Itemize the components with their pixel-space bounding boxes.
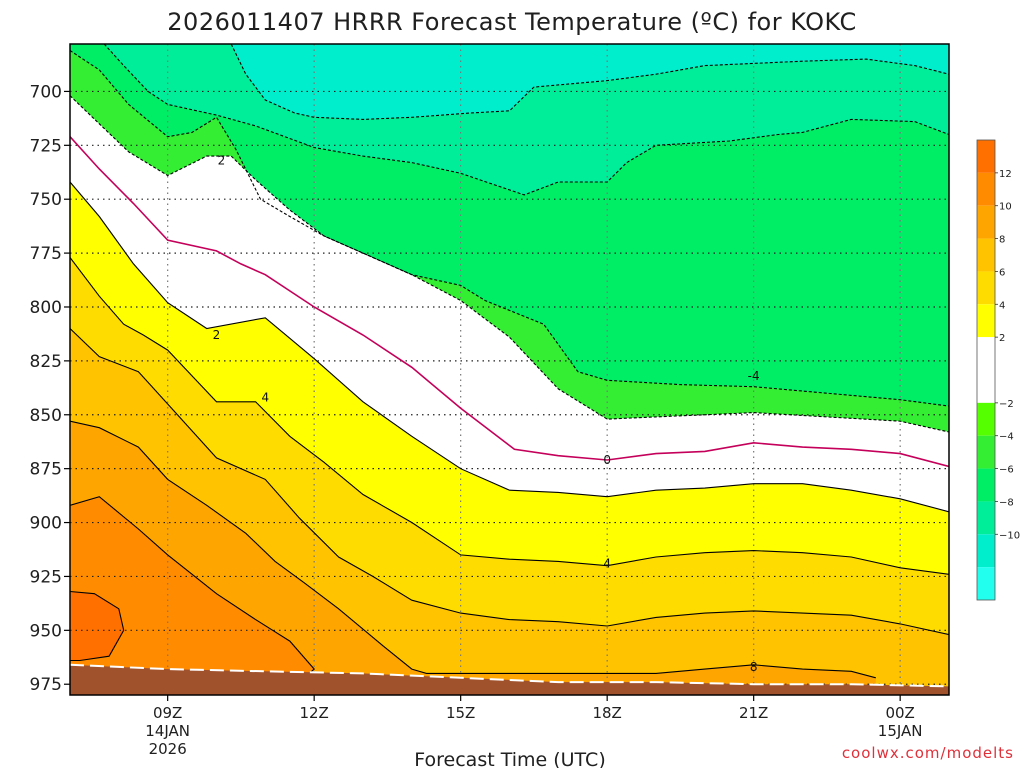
colorbar-tick-label: 2 [999,333,1005,344]
y-tick-label: 775 [30,244,62,264]
contour-label: 2 [213,328,221,342]
x-tick-label: 15JAN [878,722,923,740]
contour-label: 8 [750,660,758,674]
isotherm-line [70,590,125,662]
x-tick-label: 14JAN [145,722,190,740]
ground-surface-edge [70,663,949,688]
ground-layer [70,663,949,695]
isotherm-line [70,181,949,513]
y-tick-label: 975 [30,675,62,695]
colorbar: 12 10 8 6 4 2 −2 −4 −6 −8 −10 [976,139,1020,601]
colorbar-swatch [977,567,995,600]
x-tick-label: 2026 [149,740,187,758]
colorbar-swatch [977,238,995,272]
contour-label: 2 [218,153,226,167]
y-tick-label: 725 [30,136,62,156]
isotherm-line [70,328,949,636]
isotherm-line [70,496,315,677]
contour-label-layer: 2 2 4 -4 0 4 8 [213,153,760,674]
y-tick-label: 800 [30,298,62,318]
y-tick-label: 750 [30,190,62,210]
temperature-fill-layer [70,44,949,695]
plot-area: 2 2 4 -4 0 4 8 [69,43,950,696]
colorbar-swatch [977,468,995,502]
plot-frame [69,43,950,696]
colorbar-swatch [977,172,995,206]
isotherm-line [70,420,876,679]
temperature-band-fill [70,591,124,695]
y-axis: 700 725 750 775 800 825 850 875 900 925 950 975 [30,82,70,695]
contour-label: -4 [748,369,760,383]
colorbar-tick-label: −4 [999,432,1014,443]
colorbar-swatch [977,140,995,173]
isotherm-line [103,44,949,196]
colorbar-swatch [977,501,995,535]
y-tick-label: 925 [30,567,62,587]
colorbar-tick-label: 12 [999,169,1012,180]
x-axis-label: Forecast Time (UTC) [414,749,605,768]
colorbar-swatch [977,304,995,338]
colorbar-swatch [977,271,995,305]
x-tick-label: 09Z [153,704,182,722]
chart-title: 2026011407 HRRR Forecast Temperature (ºC… [167,8,856,36]
colorbar-swatch [977,435,995,469]
ground-surface [70,664,949,695]
y-tick-label: 950 [30,621,62,641]
colorbar-tick-label: −2 [999,399,1014,410]
colorbar-swatch [977,205,995,239]
x-tick-label: 15Z [446,704,475,722]
isotherm-layer [70,44,949,679]
temperature-band-fill [70,421,876,695]
isotherm-line [70,95,949,433]
colorbar-tick-label: 6 [999,267,1005,278]
y-tick-label: 875 [30,460,62,480]
colorbar-frame [976,139,996,601]
y-tick-label: 900 [30,514,62,534]
credit-link[interactable]: coolwx.com/modelts [842,744,1014,762]
contour-label: 0 [603,453,611,467]
temperature-band-fill [70,496,315,695]
isotherm-line [70,136,949,468]
isotherm-line [70,257,949,575]
x-tick-label: 12Z [299,704,328,722]
y-tick-label: 850 [30,406,62,426]
contour-label: 4 [603,557,611,571]
colorbar-tick-label: −8 [999,497,1014,508]
colorbar-tick-label: 10 [999,202,1012,213]
x-tick-label: 18Z [592,704,621,722]
y-tick-label: 825 [30,352,62,372]
x-tick-label: 21Z [739,704,768,722]
isotherm-line [230,44,949,120]
contour-label: 4 [262,391,270,405]
colorbar-swatch [977,337,995,403]
colorbar-tick-label: −10 [999,530,1020,541]
colorbar-tick-label: 8 [999,235,1005,246]
colorbar-swatch [977,534,995,568]
y-tick-label: 700 [30,82,62,102]
colorbar-swatch [977,402,995,436]
x-tick-label: 00Z [885,704,914,722]
colorbar-tick-label: −6 [999,465,1014,476]
colorbar-tick-label: 4 [999,300,1005,311]
